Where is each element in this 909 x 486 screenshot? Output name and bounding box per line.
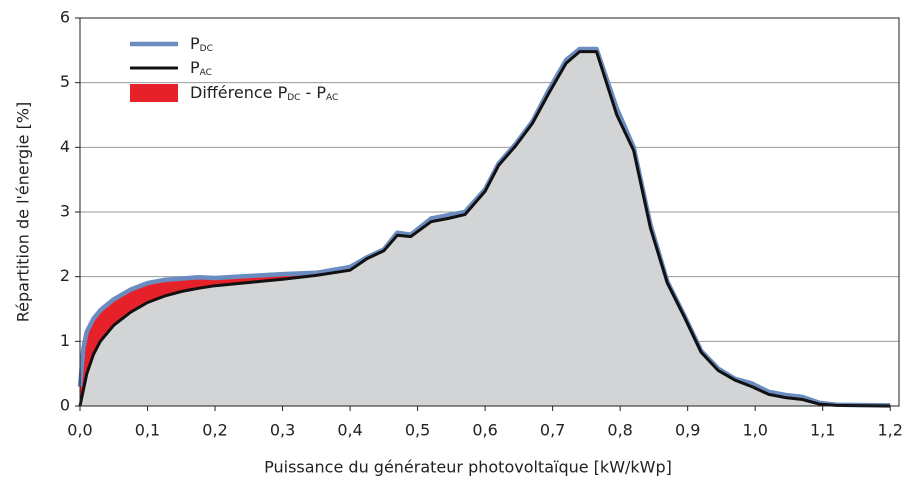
legend-label: PAC <box>190 58 212 78</box>
y-tick-label: 4 <box>60 137 70 156</box>
legend-text-part: AC <box>200 68 212 78</box>
y-tick-label: 5 <box>60 72 70 91</box>
legend-swatch <box>130 84 178 102</box>
legend-label: PDC <box>190 34 213 54</box>
plot-frame <box>79 17 900 407</box>
y-tick-label: 2 <box>60 266 70 285</box>
x-tick-label: 1,2 <box>877 421 902 440</box>
x-tick-label: 0,6 <box>472 421 497 440</box>
legend-text-part: - P <box>300 83 326 102</box>
legend-text-part: DC <box>200 44 213 54</box>
legend-text-part: AC <box>326 93 338 103</box>
y-axis-label: Répartition de l'énergie [%] <box>14 102 33 323</box>
x-tick-label: 1,0 <box>742 421 767 440</box>
x-tick-label: 0,4 <box>337 421 362 440</box>
x-tick-label: 0,2 <box>202 421 227 440</box>
x-tick-label: 0,7 <box>540 421 565 440</box>
y-tick-label: 6 <box>60 8 70 27</box>
x-tick-label: 0,9 <box>675 421 700 440</box>
x-tick-label: 1,1 <box>810 421 835 440</box>
x-tick-label: 0,0 <box>67 421 92 440</box>
y-tick-label: 3 <box>60 202 70 221</box>
legend-text-part: Différence P <box>190 83 288 102</box>
x-tick-label: 0,1 <box>135 421 160 440</box>
legend-label: Différence PDC - PAC <box>190 83 338 103</box>
x-tick-label: 0,3 <box>270 421 295 440</box>
x-tick-label: 0,5 <box>405 421 430 440</box>
area <box>80 49 891 406</box>
legend-text-part: P <box>190 58 200 77</box>
y-tick-label: 1 <box>60 331 70 350</box>
x-tick-label: 0,8 <box>607 421 632 440</box>
x-axis-label: Puissance du générateur photovoltaïque [… <box>264 458 672 477</box>
y-tick-label: 0 <box>60 396 70 415</box>
line <box>78 50 891 408</box>
legend-text-part: P <box>190 34 200 53</box>
legend-text-part: DC <box>287 93 300 103</box>
